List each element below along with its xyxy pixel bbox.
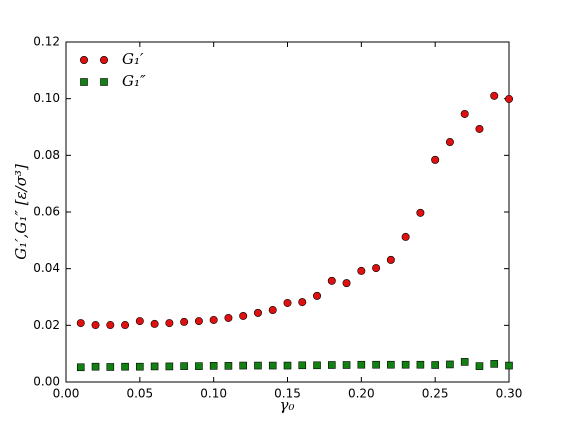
y-tick-label: 0.00 [33, 375, 60, 389]
point [76, 319, 85, 328]
y-tick-label: 0.02 [33, 318, 60, 332]
point [224, 362, 233, 370]
legend-label: G₁″ [122, 72, 146, 90]
x-tick-label: 0.30 [496, 387, 523, 401]
point [254, 361, 262, 370]
point [342, 279, 351, 288]
point [224, 313, 233, 322]
point [446, 360, 454, 369]
legend-marker [80, 78, 88, 86]
x-tick-label: 0.05 [126, 387, 153, 401]
point [505, 361, 513, 370]
point [121, 362, 129, 371]
x-tick-label: 0.20 [348, 387, 375, 401]
point [490, 360, 499, 368]
point [121, 321, 130, 330]
point [387, 360, 395, 369]
point [401, 360, 410, 369]
point [445, 138, 454, 147]
point [195, 362, 203, 370]
point [313, 291, 322, 300]
legend-label: G₁′ [122, 50, 144, 68]
point [460, 109, 469, 118]
point [180, 362, 188, 370]
point [106, 363, 115, 371]
legend-marker [100, 55, 109, 64]
point [180, 317, 189, 326]
point [165, 319, 174, 328]
point [490, 91, 499, 100]
point [91, 321, 100, 330]
point [357, 360, 366, 369]
point [165, 362, 174, 371]
point [431, 361, 439, 369]
point [342, 361, 351, 369]
point [475, 362, 484, 370]
point [357, 266, 366, 275]
x-axis-label: γ₀ [280, 396, 295, 414]
point [106, 321, 115, 330]
x-tick-label: 0.10 [200, 387, 227, 401]
x-tick-label: 0.15 [274, 387, 301, 401]
point [239, 311, 248, 320]
y-tick-label: 0.04 [33, 261, 60, 275]
x-tick-label: 0.25 [422, 387, 449, 401]
y-tick-label: 0.10 [33, 91, 60, 105]
point [386, 255, 395, 264]
point [475, 124, 484, 133]
point [253, 308, 262, 317]
point [431, 155, 440, 164]
legend-marker [80, 55, 89, 64]
point [283, 298, 292, 307]
point [76, 363, 85, 372]
point [268, 306, 277, 315]
point [150, 362, 159, 371]
point [401, 232, 410, 241]
plot-frame [65, 41, 510, 383]
y-tick-label: 0.08 [33, 148, 60, 162]
point [268, 361, 277, 370]
point [460, 358, 469, 366]
point [372, 264, 381, 273]
point [91, 362, 100, 371]
point [313, 361, 321, 370]
point [136, 362, 144, 371]
point [327, 361, 336, 369]
point [327, 276, 336, 285]
point [150, 319, 159, 328]
point [283, 361, 292, 370]
y-axis-label: G₁′,G₁″ [ε/σ³] [12, 164, 30, 260]
legend-marker [100, 78, 108, 86]
point [239, 361, 247, 370]
y-tick-label: 0.06 [33, 205, 60, 219]
point [372, 360, 380, 369]
point [209, 362, 218, 370]
x-tick-label: 0.00 [53, 387, 80, 401]
y-tick-label: 0.12 [33, 35, 60, 49]
point [298, 298, 307, 307]
point [298, 361, 307, 370]
point [416, 208, 425, 217]
point [504, 94, 513, 103]
point [194, 317, 203, 326]
point [209, 315, 218, 324]
point [135, 317, 144, 326]
point [416, 360, 425, 369]
